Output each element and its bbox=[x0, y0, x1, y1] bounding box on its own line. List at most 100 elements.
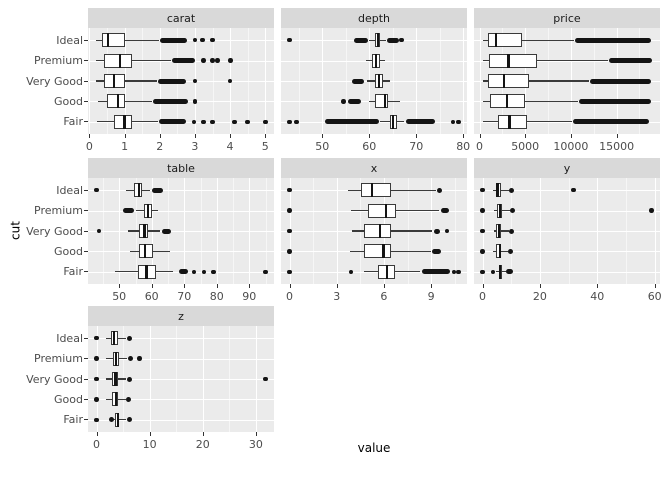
boxplot-whisker bbox=[351, 230, 432, 232]
outlier-band bbox=[162, 228, 172, 234]
facet-panel-y bbox=[474, 178, 660, 284]
axis-tick-label: 50 bbox=[315, 140, 330, 153]
outlier-dot bbox=[191, 269, 197, 275]
x-axis-title: value bbox=[357, 441, 391, 455]
boxplot-box bbox=[364, 224, 392, 238]
axis-tick bbox=[151, 284, 153, 288]
axis-tick-label: 20 bbox=[195, 438, 210, 451]
boxplot-median bbox=[502, 74, 505, 88]
cut-axis-tick bbox=[84, 337, 88, 339]
outlier-dot bbox=[215, 58, 220, 63]
outlier-band bbox=[572, 119, 650, 125]
outlier-dot bbox=[287, 269, 292, 275]
axis-tick-label: 30 bbox=[248, 438, 263, 451]
facet-panel-carat bbox=[88, 28, 274, 134]
boxplot-box bbox=[101, 33, 125, 48]
outlier-band bbox=[172, 58, 196, 64]
outlier-band bbox=[509, 208, 515, 214]
outlier-band bbox=[405, 119, 436, 125]
boxplot-whisker bbox=[482, 100, 579, 102]
gridline-horizontal bbox=[88, 419, 274, 421]
boxplot-box bbox=[368, 203, 397, 218]
outlier-dot bbox=[137, 356, 142, 361]
facet-panel-z bbox=[88, 326, 274, 432]
outlier-dot bbox=[294, 119, 299, 125]
boxplot-median bbox=[498, 264, 502, 279]
outlier-band bbox=[440, 208, 450, 214]
outlier-band bbox=[324, 119, 379, 125]
boxplot-median bbox=[498, 244, 501, 259]
facet-strip-y: y bbox=[474, 158, 660, 178]
outlier-dot bbox=[341, 99, 346, 104]
axis-tick bbox=[525, 134, 527, 138]
boxplot-box bbox=[487, 74, 529, 88]
axis-tick-label: 5000 bbox=[511, 140, 540, 153]
cut-axis-tick bbox=[84, 121, 88, 123]
outlier-band bbox=[574, 37, 652, 43]
boxplot-median bbox=[117, 94, 120, 109]
outlier-dot bbox=[456, 269, 461, 275]
facet-strip-carat: carat bbox=[88, 8, 274, 28]
outlier-band bbox=[127, 356, 134, 362]
boxplot-median bbox=[384, 94, 387, 109]
cut-axis-tick bbox=[84, 39, 88, 41]
cut-label: Very Good bbox=[26, 372, 83, 386]
facet-strip-table: table bbox=[88, 158, 274, 178]
outlier-dot bbox=[210, 119, 215, 125]
axis-tick bbox=[202, 432, 204, 436]
outlier-band bbox=[508, 228, 514, 234]
outlier-dot bbox=[287, 37, 292, 43]
boxplot-whisker bbox=[96, 60, 171, 62]
facet-panel-price bbox=[474, 28, 660, 134]
boxplot-whisker bbox=[96, 39, 159, 41]
boxplot-median bbox=[382, 244, 385, 259]
axis-tick bbox=[539, 284, 541, 288]
boxplot-whisker bbox=[482, 60, 609, 62]
boxplot-box bbox=[489, 53, 537, 68]
cut-label: Ideal bbox=[56, 183, 83, 197]
axis-tick-label: 0 bbox=[85, 140, 93, 153]
axis-tick bbox=[216, 284, 218, 288]
outlier-band bbox=[508, 248, 514, 254]
axis-tick bbox=[184, 284, 186, 288]
boxplot-median bbox=[371, 183, 374, 198]
outlier-band bbox=[352, 78, 364, 84]
boxplot-box bbox=[487, 33, 523, 48]
gridline-horizontal bbox=[88, 379, 274, 380]
axis-tick-label: 70 bbox=[177, 290, 192, 303]
boxplot-median bbox=[497, 224, 501, 238]
axis-tick bbox=[616, 134, 618, 138]
cut-axis-tick bbox=[84, 398, 88, 400]
boxplot-median bbox=[118, 53, 121, 68]
axis-tick-label: 4 bbox=[226, 140, 234, 153]
outlier-band bbox=[151, 187, 163, 193]
axis-tick bbox=[369, 134, 371, 138]
outlier-dot bbox=[94, 417, 99, 423]
boxplot-median bbox=[496, 183, 499, 198]
gridline-horizontal bbox=[88, 210, 274, 212]
facet-strip-price: price bbox=[474, 8, 660, 28]
outlier-dot bbox=[192, 99, 198, 104]
cut-label: Good bbox=[54, 244, 83, 258]
gridline-horizontal bbox=[474, 271, 660, 273]
axis-tick-label: 80 bbox=[456, 140, 471, 153]
axis-tick bbox=[322, 134, 324, 138]
outlier-dot bbox=[480, 269, 485, 275]
boxplot-median bbox=[113, 74, 116, 88]
cut-label: Ideal bbox=[56, 33, 83, 47]
outlier-band bbox=[122, 208, 135, 214]
cut-label: Premium bbox=[34, 204, 83, 218]
axis-tick bbox=[149, 432, 151, 436]
outlier-dot bbox=[399, 37, 404, 43]
outlier-dot bbox=[480, 208, 485, 213]
axis-tick bbox=[482, 284, 484, 288]
outlier-dot bbox=[191, 119, 197, 125]
boxplot-median bbox=[374, 53, 377, 68]
boxplot-box bbox=[114, 114, 132, 129]
axis-tick-label: 40 bbox=[590, 290, 605, 303]
boxplot-box bbox=[498, 114, 527, 129]
axis-tick-label: 15000 bbox=[599, 140, 635, 153]
gridline-horizontal bbox=[88, 251, 274, 253]
outlier-dot bbox=[192, 37, 198, 43]
boxplot-box bbox=[364, 244, 391, 259]
